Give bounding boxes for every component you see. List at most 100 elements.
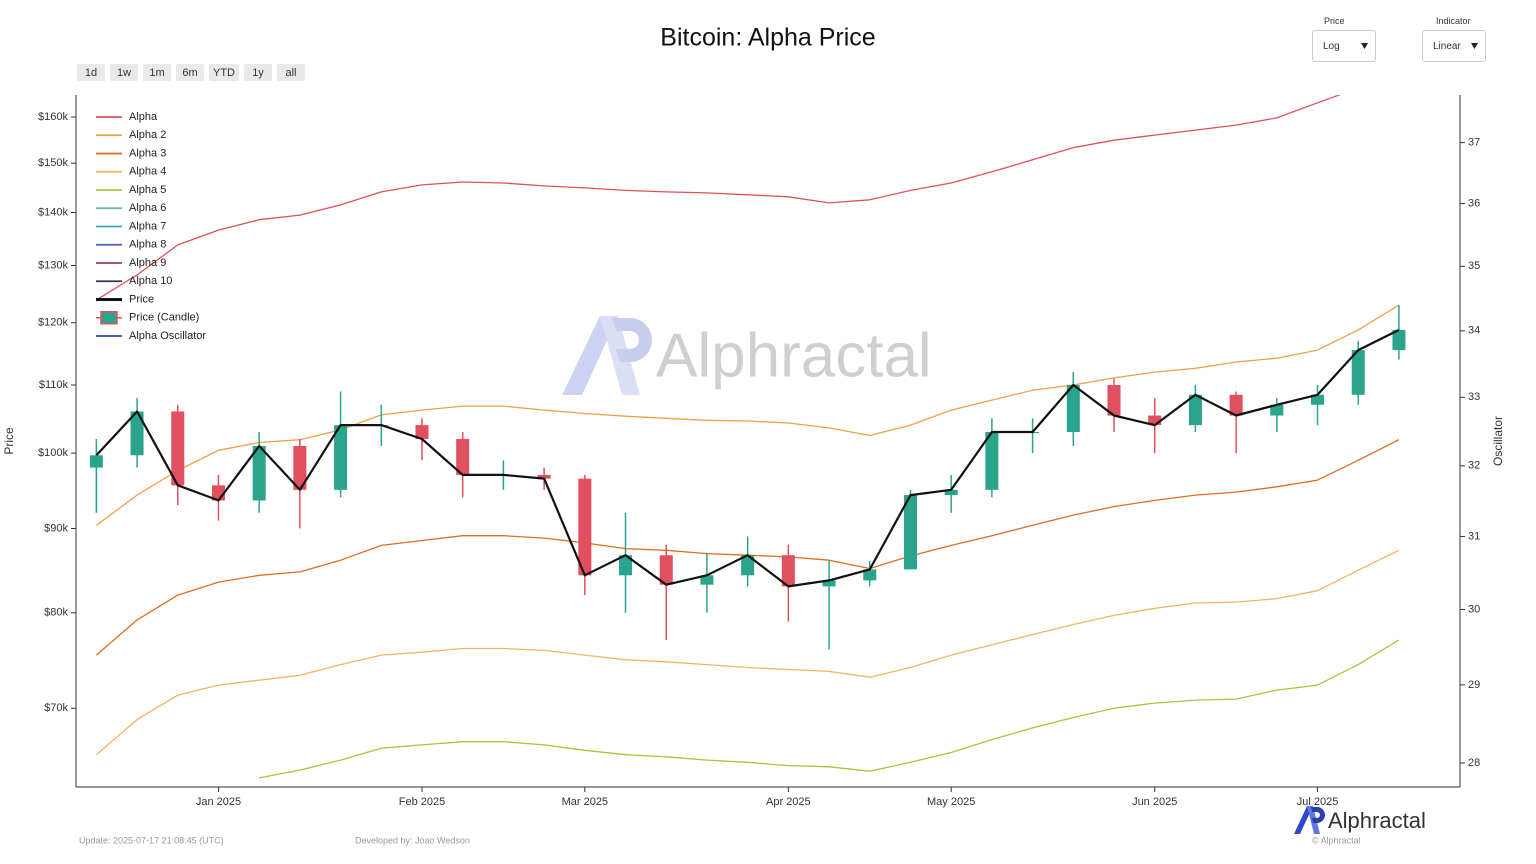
indicator-scale-value: Linear xyxy=(1433,40,1461,52)
legend-label: Alpha 2 xyxy=(129,129,166,141)
watermark: Alphractal xyxy=(562,316,932,395)
range-button[interactable]: YTD xyxy=(209,64,239,81)
legend-label: Alpha 4 xyxy=(129,166,166,178)
candle-body xyxy=(1148,415,1162,426)
y-tick-label: $100k xyxy=(38,447,68,459)
watermark-text: Alphractal xyxy=(656,321,932,390)
candle-body xyxy=(537,474,551,479)
x-tick-label: Mar 2025 xyxy=(562,796,608,808)
candle-body xyxy=(619,555,633,576)
range-button[interactable]: 1w xyxy=(110,64,138,81)
x-tick-label: Feb 2025 xyxy=(399,796,445,808)
band-line xyxy=(95,549,1400,756)
price-scale-value: Log xyxy=(1323,40,1340,52)
band-line xyxy=(96,304,1400,526)
legend-swatch xyxy=(100,311,118,325)
band-line xyxy=(259,639,1400,779)
y2-tick-label: 33 xyxy=(1468,391,1480,403)
x-tick-label: Apr 2025 xyxy=(766,796,811,808)
candle-body xyxy=(89,455,103,468)
candle-body xyxy=(1229,394,1243,416)
price-scale-select[interactable]: Log xyxy=(1312,30,1376,62)
y-tick-label: $150k xyxy=(38,157,68,169)
candle-body xyxy=(1392,329,1406,351)
legend-label: Alpha Oscillator xyxy=(129,330,206,342)
candle-body xyxy=(1107,384,1121,416)
candle-body xyxy=(171,411,185,486)
legend-label: Alpha 7 xyxy=(129,220,166,232)
legend-label: Alpha 9 xyxy=(129,257,166,269)
indicator-scale-label: Indicator xyxy=(1436,16,1471,26)
y-tick-label: $110k xyxy=(39,379,69,391)
candle-body xyxy=(822,580,836,587)
legend-label: Alpha 10 xyxy=(129,275,172,287)
x-tick-label: Jul 2025 xyxy=(1297,796,1339,808)
candle-body xyxy=(741,555,755,576)
plot-area xyxy=(89,95,1406,779)
candle-body xyxy=(334,425,348,490)
candle-body xyxy=(1351,350,1365,395)
y-axis-title: Price xyxy=(2,427,16,455)
y2-tick-label: 35 xyxy=(1468,260,1480,272)
x-tick-label: May 2025 xyxy=(927,796,975,808)
candle-body xyxy=(578,478,592,576)
legend-label: Alpha 8 xyxy=(129,239,166,251)
y2-tick-label: 36 xyxy=(1468,198,1480,210)
y2-tick-label: 34 xyxy=(1468,325,1480,337)
y2-tick-label: 31 xyxy=(1468,530,1480,542)
band-line xyxy=(96,95,1342,301)
range-buttons: 1d 1w 1m 6m YTD 1y all xyxy=(77,64,305,81)
y-tick-label: $160k xyxy=(38,111,68,123)
range-button[interactable]: 1d xyxy=(77,64,105,81)
developer-text: Developed by: Joao Wedson xyxy=(355,835,470,845)
price-line xyxy=(95,328,1400,588)
x-tick-label: Jun 2025 xyxy=(1132,796,1177,808)
copyright-text: © Alphractal xyxy=(1312,835,1361,845)
candle-body xyxy=(781,555,795,587)
y-tick-label: $120k xyxy=(38,317,68,329)
candle-body xyxy=(130,411,144,456)
y-tick-label: $90k xyxy=(44,522,68,534)
candle-body xyxy=(1066,384,1080,433)
y-tick-label: $130k xyxy=(38,259,68,271)
range-button[interactable]: all xyxy=(277,64,305,81)
candle-body xyxy=(456,438,470,475)
candle-body xyxy=(1311,394,1325,405)
legend: Alpha Alpha 2 Alpha 3 Alpha 4 Alpha 5 Alpha 6… xyxy=(96,111,206,342)
y2-tick-label: 32 xyxy=(1468,460,1480,472)
legend-label: Price (Candle) xyxy=(129,312,199,324)
legend-label: Alpha xyxy=(129,111,158,123)
candle-body xyxy=(985,432,999,490)
y2-axis-title: Oscillator xyxy=(1491,416,1505,466)
y-tick-label: $70k xyxy=(44,702,68,714)
y2-tick-label: 29 xyxy=(1468,679,1480,691)
chart-title: Bitcoin: Alpha Price xyxy=(660,24,875,52)
dropdown-arrow xyxy=(1361,43,1368,49)
y2-tick-label: 30 xyxy=(1468,603,1480,615)
range-button[interactable]: 6m xyxy=(176,64,204,81)
range-button[interactable]: 1m xyxy=(143,64,171,81)
y2-tick-label: 28 xyxy=(1468,757,1480,769)
candle-body xyxy=(293,446,307,490)
legend-label: Alpha 6 xyxy=(129,202,166,214)
dropdown-arrow xyxy=(1471,43,1478,49)
legend-label: Price xyxy=(129,293,154,305)
range-button[interactable]: 1y xyxy=(244,64,272,81)
legend-label: Alpha 3 xyxy=(129,147,166,159)
y2-tick-label: 37 xyxy=(1468,137,1480,149)
candle-body xyxy=(863,569,877,581)
update-text: Update: 2025-07-17 21:08:45 (UTC) xyxy=(79,835,224,845)
candle-body xyxy=(1270,404,1284,416)
candle-body xyxy=(252,446,266,501)
y-tick-label: $140k xyxy=(38,206,68,218)
indicator-scale-select[interactable]: Linear xyxy=(1422,30,1486,62)
candle-body xyxy=(659,555,673,585)
legend-label: Alpha 5 xyxy=(129,184,166,196)
x-tick-label: Jan 2025 xyxy=(196,796,241,808)
price-scale-label: Price xyxy=(1324,16,1345,26)
candle-body xyxy=(1188,394,1202,426)
candle-body xyxy=(903,495,917,570)
candle-body xyxy=(415,425,429,439)
footer-logo: Alphractal xyxy=(1294,806,1426,834)
